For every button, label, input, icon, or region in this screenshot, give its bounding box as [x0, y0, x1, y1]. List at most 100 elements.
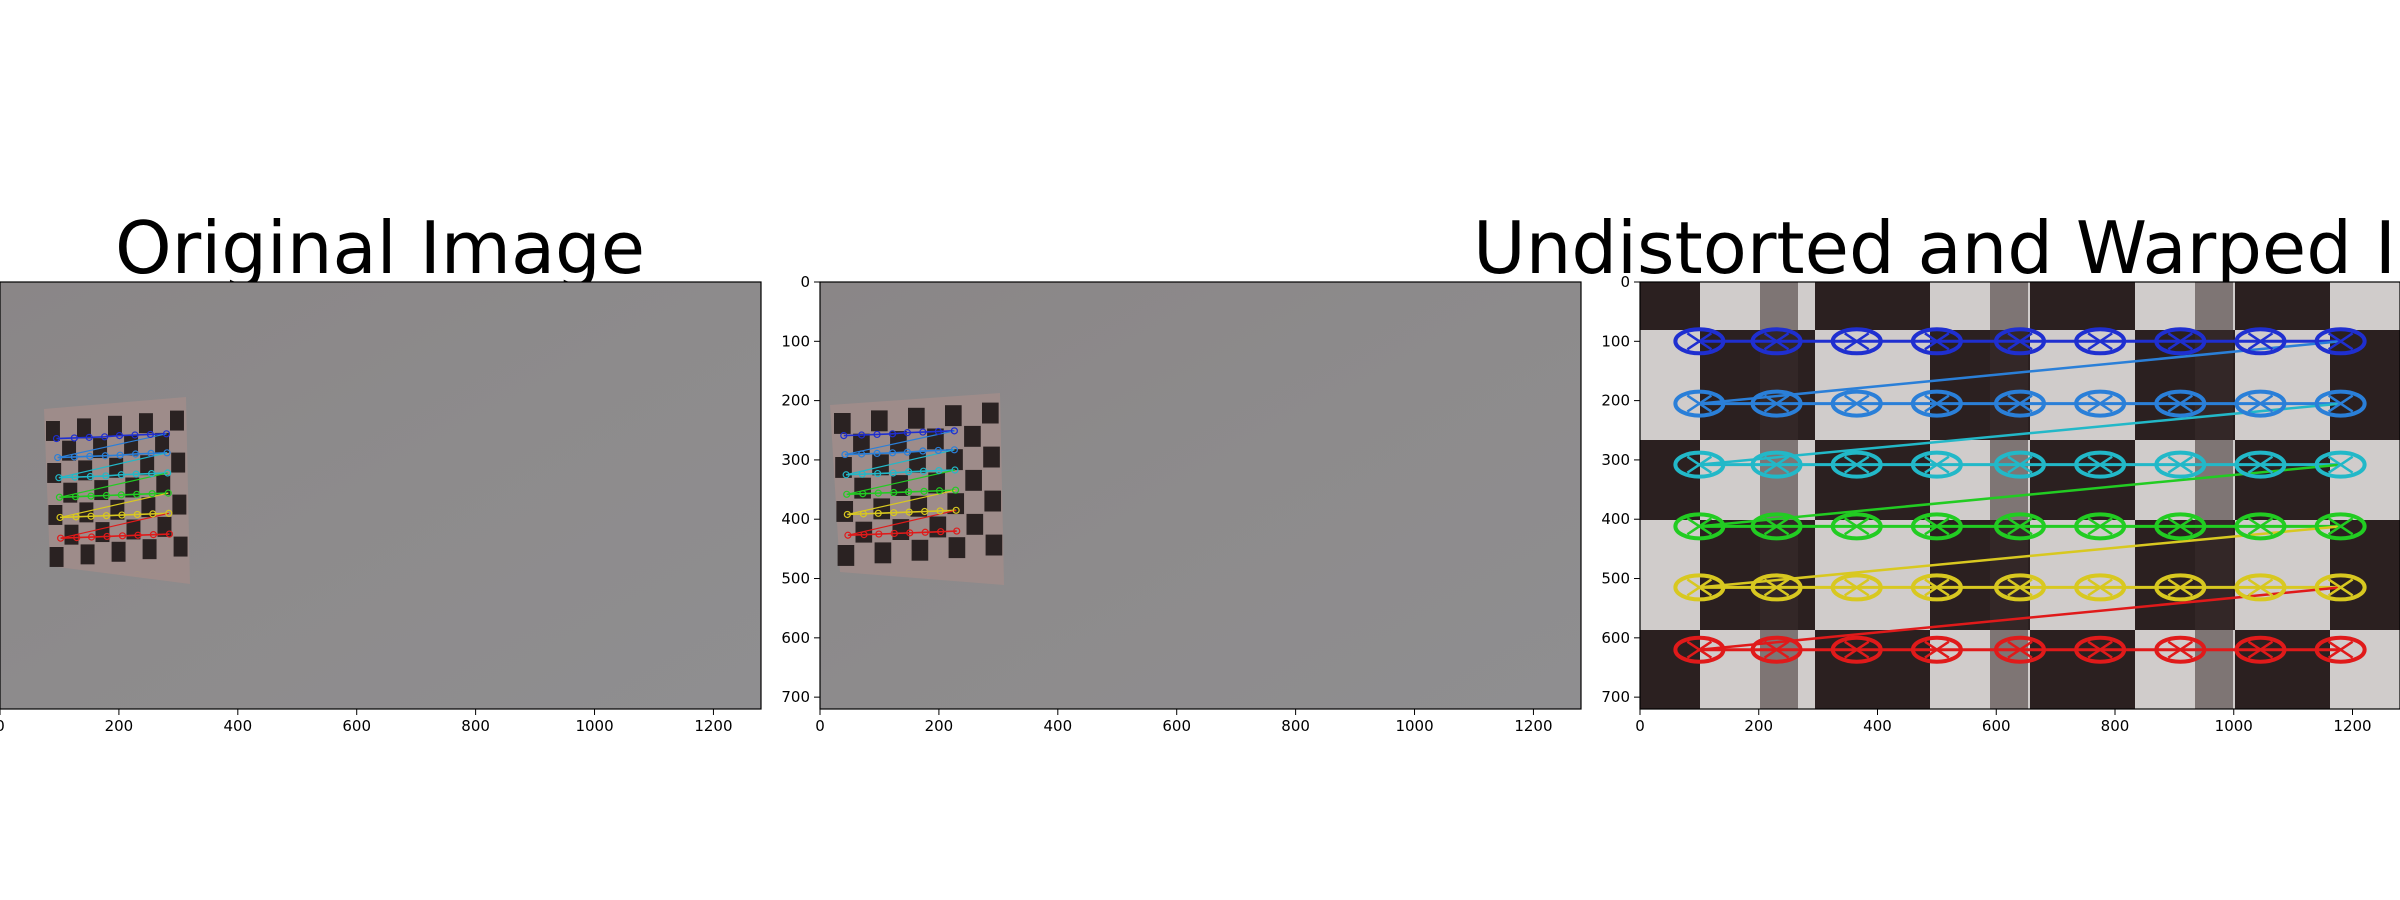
corner-row-connector: [59, 492, 169, 519]
corner-cross: [2087, 455, 2113, 474]
corner-point: [102, 491, 111, 500]
corner-point: [1994, 635, 2046, 664]
y-tick-label: 200: [781, 392, 810, 410]
y-tick-label: 100: [1601, 332, 1630, 350]
checker-square: [156, 474, 171, 495]
corner-point: [858, 450, 866, 458]
corner-row-connector: [846, 469, 956, 495]
corner-point: [921, 507, 929, 516]
corner-point: [2314, 389, 2367, 418]
corner-point: [147, 449, 155, 457]
x-tick-label: 600: [1982, 717, 2011, 735]
checker-square: [78, 460, 93, 481]
corner-point: [2234, 327, 2287, 356]
corner-point: [133, 510, 141, 519]
corner-point: [840, 432, 848, 440]
x-tick-label: 800: [1281, 717, 1310, 735]
corner-point: [134, 531, 142, 539]
corner-point: [55, 474, 63, 482]
corner-cross: [2327, 517, 2354, 536]
corner-row-connector: [57, 433, 167, 459]
corner-point: [1673, 389, 1726, 418]
corner-point: [149, 531, 157, 539]
checker-square: [984, 490, 1002, 512]
corner-point: [843, 510, 851, 519]
checker-square: [909, 451, 926, 473]
corner-cross: [1686, 640, 1713, 659]
corner-cross: [1924, 455, 1950, 474]
corner-point: [921, 528, 929, 536]
corner-cross: [1844, 517, 1870, 536]
corner-point: [950, 427, 958, 435]
y-tick-label: 400: [1601, 510, 1630, 528]
corner-point: [2154, 327, 2207, 356]
corner-point: [85, 433, 93, 441]
corner-point: [70, 434, 78, 442]
corner-cross: [2247, 332, 2274, 351]
y-tick-label: 600: [1601, 629, 1630, 647]
checker-square: [155, 432, 170, 453]
corner-cross: [2087, 394, 2113, 413]
corner-point: [1750, 573, 1803, 602]
corner-point: [874, 489, 882, 497]
checker-square: [947, 493, 965, 515]
y-tick-label: 300: [781, 451, 810, 469]
checker-square: [837, 545, 855, 566]
corner-cross: [2087, 332, 2113, 351]
corner-point: [889, 469, 897, 477]
corner-point: [844, 531, 852, 539]
checker-square: [908, 407, 925, 429]
corner-row-connector: [847, 489, 956, 516]
corner-point: [952, 506, 960, 514]
corner-point: [1750, 389, 1803, 418]
x-tick-label: 200: [105, 717, 134, 735]
corner-point: [936, 507, 944, 515]
corner-cross: [2007, 455, 2033, 474]
x-tick-label: 1200: [694, 717, 732, 735]
y-tick-label: 500: [1601, 570, 1630, 588]
corner-point: [1830, 573, 1883, 602]
checker-square: [854, 477, 871, 499]
corner-point: [1994, 450, 2046, 479]
corner-cross: [2167, 578, 2194, 597]
corner-point: [875, 530, 883, 538]
corner-point: [874, 469, 882, 478]
corner-point: [1994, 512, 2046, 541]
corner-point: [162, 430, 171, 438]
checker-square: [966, 513, 984, 535]
checker-square: [964, 425, 981, 447]
corner-cross: [2087, 517, 2113, 536]
corner-point: [71, 493, 80, 501]
corner-point: [2154, 573, 2207, 602]
checker-square: [873, 498, 891, 520]
y-tick-label: 0: [1620, 273, 1630, 291]
corner-point: [149, 510, 157, 518]
panel-2-checkerboard: [830, 393, 1004, 585]
corner-cross: [1844, 640, 1870, 659]
corner-point: [935, 487, 944, 495]
corner-cross: [2327, 455, 2354, 474]
panel-3-axes: 0 200 400 600 800 1000 1200 0 100 200 300 400 500 60…: [1601, 273, 2400, 735]
corner-point: [86, 452, 94, 460]
corner-cross: [2327, 578, 2354, 597]
corner-point: [1910, 450, 1963, 479]
panel-3-y-axis: 0 100 200 300 400 500 600 700: [1601, 273, 1640, 706]
corner-point: [101, 433, 109, 441]
corner-point: [87, 492, 95, 500]
corner-point: [2154, 450, 2207, 479]
corner-point: [1994, 573, 2046, 602]
y-tick-label: 100: [781, 332, 810, 350]
checker-square: [170, 410, 184, 431]
corner-row-connector: [1699, 402, 2341, 466]
x-tick-label: 1000: [575, 717, 613, 735]
corner-cross: [2087, 640, 2113, 659]
corner-point: [118, 532, 127, 540]
corner-point: [890, 488, 898, 497]
corner-point: [1750, 512, 1803, 541]
corner-point: [132, 470, 140, 478]
corner-point: [1910, 573, 1963, 602]
corner-cross: [1686, 332, 1713, 351]
corner-point: [920, 487, 928, 495]
checker-square: [946, 449, 963, 471]
corner-point: [2074, 327, 2127, 356]
